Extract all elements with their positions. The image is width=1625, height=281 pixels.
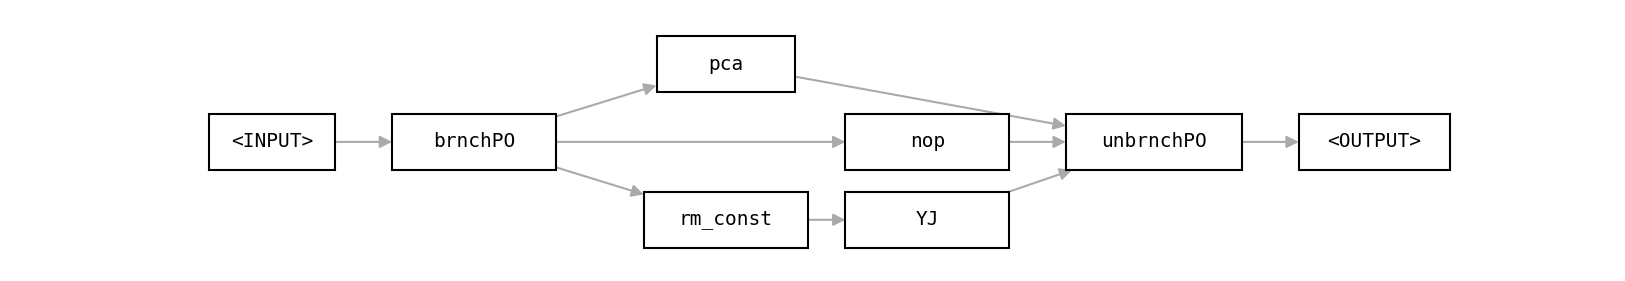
Text: nop: nop [910,132,944,151]
Text: pca: pca [708,55,743,74]
Text: <INPUT>: <INPUT> [231,132,314,151]
FancyBboxPatch shape [1298,114,1450,170]
Text: YJ: YJ [915,210,939,229]
FancyBboxPatch shape [1066,114,1242,170]
FancyBboxPatch shape [656,36,795,92]
Text: <OUTPUT>: <OUTPUT> [1328,132,1422,151]
Text: rm_const: rm_const [679,210,774,229]
FancyBboxPatch shape [644,192,808,248]
FancyBboxPatch shape [845,192,1009,248]
FancyBboxPatch shape [845,114,1009,170]
FancyBboxPatch shape [392,114,556,170]
Text: unbrnchPO: unbrnchPO [1102,132,1207,151]
FancyBboxPatch shape [210,114,335,170]
Text: brnchPO: brnchPO [432,132,515,151]
